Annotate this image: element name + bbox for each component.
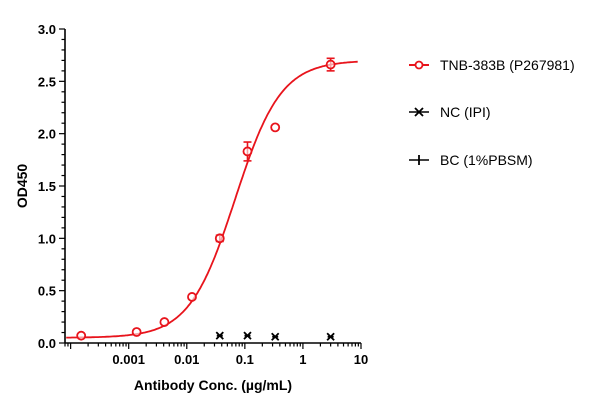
legend-item-nc: NC (IPI) (409, 104, 491, 120)
data-point-tnb383b (187, 292, 197, 302)
x-tick-label: 0.1 (236, 352, 254, 367)
y-tick-label: 0.0 (38, 336, 56, 351)
data-point-tnb383b (214, 233, 225, 244)
data-point-nc (243, 331, 252, 340)
x-axis-title: Antibody Conc. (µg/mL) (134, 377, 292, 393)
y-tick-label: 1.0 (38, 231, 56, 246)
data-point-tnb383b (76, 330, 87, 341)
legend-label: BC (1%PBSM) (440, 152, 533, 168)
y-axis-title: OD450 (14, 164, 30, 209)
data-point-tnb383b (131, 327, 142, 337)
data-point-tnb383b (159, 317, 170, 327)
data-point-tnb383b (270, 122, 281, 133)
x-tick-label: 0.001 (112, 352, 145, 367)
x-tick-label: 1 (299, 352, 306, 367)
legend: TNB-383B (P267981) NC (IPI) BC (1%PBSM) (409, 57, 575, 168)
legend-label: NC (IPI) (440, 104, 491, 120)
x-tick-label: 0.01 (174, 352, 199, 367)
y-tick-label: 2.5 (38, 74, 56, 89)
axes: 0.001 0.01 0.1 1 10 0.0 0.5 1.0 1.5 2.0 2.5 3.0 (38, 22, 368, 367)
x-tick-label: 10 (354, 352, 368, 367)
y-tick-label: 2.0 (38, 127, 56, 142)
legend-circle-marker (414, 60, 424, 70)
fit-curve (66, 60, 358, 339)
data-point-nc (326, 332, 335, 341)
y-tick-label: 3.0 (38, 22, 56, 37)
data-point-tnb383b (325, 59, 336, 70)
legend-x-marker (414, 107, 424, 117)
y-tick-label: 1.5 (38, 179, 56, 194)
y-tick-label: 0.5 (38, 284, 56, 299)
marks (66, 57, 358, 341)
data-point-nc (271, 332, 280, 341)
legend-label: TNB-383B (P267981) (440, 57, 575, 73)
legend-item-bc: BC (1%PBSM) (409, 152, 533, 168)
data-point-tnb383b (242, 146, 253, 157)
data-point-nc (215, 331, 224, 340)
legend-item-tnb383b: TNB-383B (P267981) (409, 57, 575, 73)
